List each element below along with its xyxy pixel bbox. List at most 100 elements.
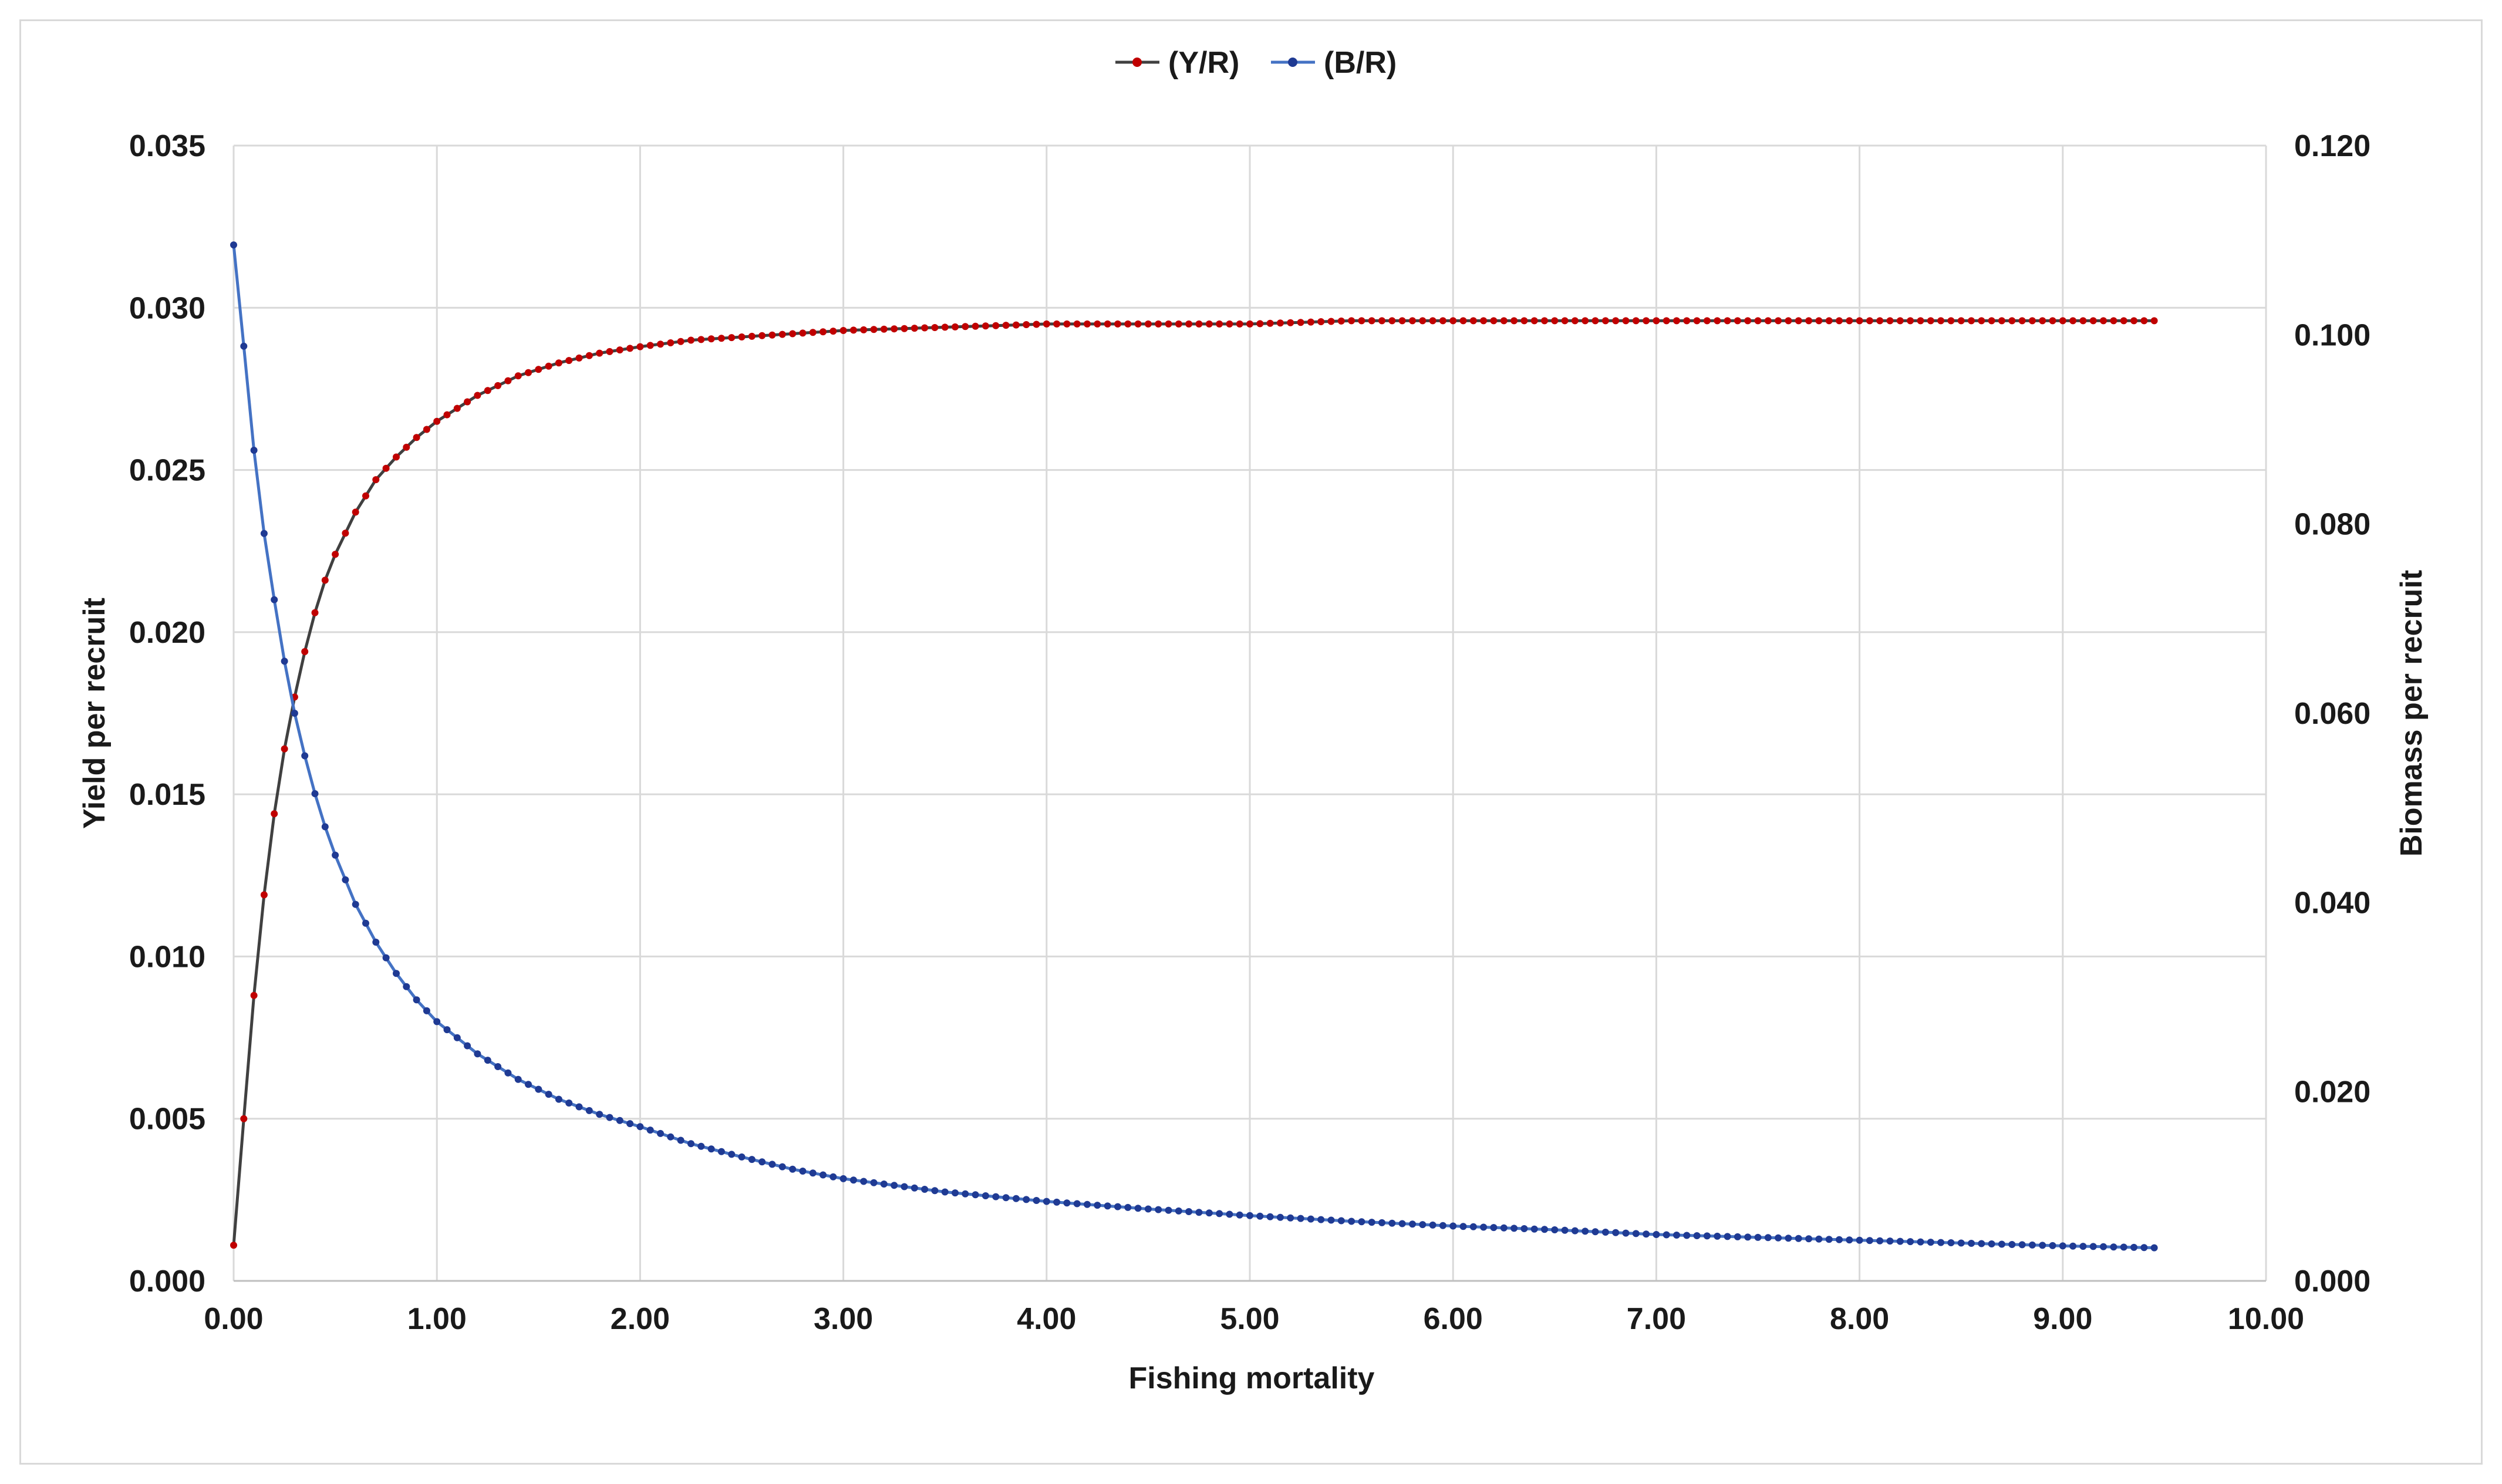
data-point (1795, 317, 1802, 325)
data-point (2008, 1241, 2016, 1248)
data-point (1673, 1232, 1680, 1239)
data-point (1764, 1234, 1772, 1242)
data-point (555, 359, 562, 367)
data-point (514, 372, 522, 380)
data-point (1846, 1236, 1853, 1244)
data-point (230, 1242, 237, 1249)
data-point (992, 1193, 1000, 1200)
data-point (1134, 1205, 1142, 1212)
data-point (1856, 1236, 1863, 1244)
data-point (1896, 1237, 1904, 1245)
data-point (870, 1179, 878, 1186)
data-point (870, 326, 878, 333)
data-point (860, 326, 868, 333)
data-point (2079, 1243, 2087, 1250)
data-point (372, 939, 380, 946)
data-point (393, 453, 400, 461)
data-point (829, 1173, 837, 1181)
data-point (1653, 1231, 1660, 1238)
data-point (1886, 1237, 1894, 1245)
y-left-tick-label: 0.030 (129, 291, 205, 325)
data-point (758, 1158, 766, 1166)
data-point (332, 551, 339, 558)
data-point (931, 324, 939, 331)
data-point (342, 876, 349, 883)
data-point (1815, 317, 1823, 325)
data-point (535, 366, 542, 373)
data-point (240, 342, 248, 350)
chart-frame (19, 19, 2483, 1465)
data-point (2130, 1243, 2137, 1251)
data-point (657, 1129, 664, 1137)
data-point (1896, 317, 1904, 325)
data-point (2049, 1242, 2056, 1249)
data-point (1094, 320, 1101, 328)
data-point (362, 919, 369, 927)
x-tick-label: 8.00 (1830, 1302, 1889, 1336)
data-point (636, 343, 644, 350)
series-points-yield (230, 317, 2158, 1249)
data-point (687, 1140, 694, 1148)
data-point (1469, 1223, 1477, 1230)
data-point (260, 529, 268, 537)
data-point (1134, 320, 1142, 328)
data-point (1968, 1240, 1975, 1247)
data-point (1297, 319, 1304, 326)
data-point (901, 325, 908, 332)
data-point (443, 411, 451, 419)
data-point (748, 1156, 756, 1163)
data-point (1053, 320, 1061, 328)
data-point (352, 900, 359, 908)
data-point (707, 335, 715, 343)
data-point (931, 1187, 939, 1195)
data-point (453, 1034, 461, 1041)
data-point (1439, 317, 1446, 325)
data-point (1348, 1217, 1355, 1225)
data-point (1388, 1219, 1396, 1227)
series-layer (230, 241, 2158, 1252)
data-point (575, 354, 583, 362)
data-point (250, 991, 258, 999)
data-point (1266, 319, 1274, 327)
data-point (1846, 317, 1853, 325)
data-point (1825, 317, 1833, 325)
data-point (606, 348, 613, 355)
data-point (1104, 320, 1111, 328)
data-point (982, 322, 989, 330)
data-point (2008, 317, 2016, 325)
data-point (1023, 321, 1030, 328)
data-point (423, 426, 430, 433)
data-point (687, 336, 694, 344)
series-points-biomass (230, 241, 2158, 1252)
data-point (839, 327, 847, 334)
data-point (1653, 317, 1660, 325)
data-point (1703, 317, 1711, 325)
data-point (494, 382, 502, 389)
data-point (1195, 1209, 1203, 1216)
data-point (1673, 317, 1680, 325)
data-point (1165, 1206, 1172, 1214)
data-point (1551, 1226, 1559, 1233)
data-point (1439, 1222, 1446, 1229)
data-point (1856, 317, 1863, 325)
data-point (1246, 1212, 1253, 1219)
data-point (1591, 1228, 1599, 1236)
data-point (1530, 317, 1538, 325)
data-point (1643, 1230, 1650, 1238)
data-point (1988, 317, 1995, 325)
data-point (1002, 322, 1010, 329)
data-point (1907, 317, 1914, 325)
y-right-tick-label: 0.020 (2294, 1075, 2371, 1109)
data-point (921, 1186, 929, 1193)
data-point (1216, 1210, 1223, 1217)
y-right-tick-label: 0.040 (2294, 886, 2371, 920)
data-point (311, 790, 319, 797)
data-point (1216, 320, 1223, 328)
data-point (778, 330, 786, 338)
data-point (1449, 1222, 1457, 1230)
data-point (464, 398, 471, 406)
data-point (1480, 317, 1488, 325)
data-point (1571, 317, 1579, 325)
data-point (1612, 1229, 1620, 1236)
data-point (1703, 1232, 1711, 1240)
